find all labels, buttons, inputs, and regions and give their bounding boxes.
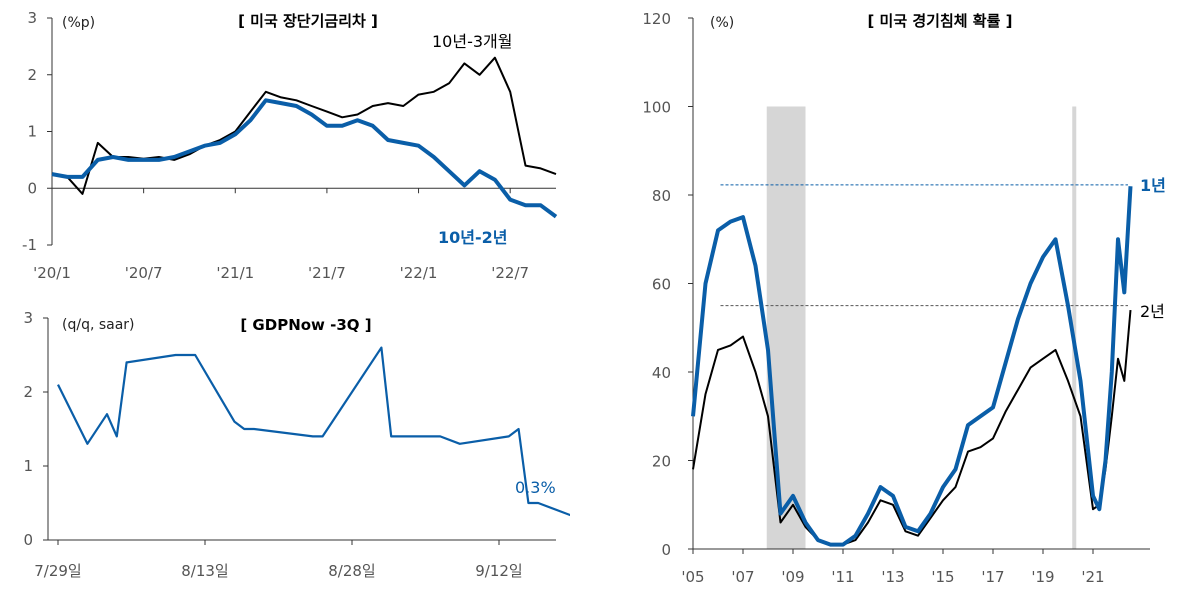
- x-tick-label: '09: [781, 568, 804, 586]
- x-tick-label: '21/7: [308, 264, 346, 282]
- y-tick-label: 40: [652, 364, 671, 382]
- x-tick-label: '21: [1081, 568, 1104, 586]
- x-tick-label: '17: [981, 568, 1004, 586]
- x-tick-label: '13: [881, 568, 904, 586]
- y-tick-label: 2: [27, 66, 37, 84]
- y-tick-label: 60: [652, 276, 671, 294]
- x-tick-label: '19: [1031, 568, 1054, 586]
- x-tick-label: '22/1: [400, 264, 438, 282]
- spread-chart: 3 2 1 0 -1 '20/1 '20/7 '21/1 '21/7 '22/1 '22/7 [ 미…: [22, 9, 558, 282]
- x-tick-label: '20/1: [33, 264, 71, 282]
- y-tick-label: 0: [23, 531, 33, 549]
- x-tick-label: 7/29일: [34, 562, 81, 580]
- recession-prob-chart-panel: 120 100 80 60 40 20 0 '05 '07 '09 '11 '13 '15 '17 '19 '…: [620, 0, 1192, 590]
- y-tick-label: 0: [27, 179, 37, 197]
- series-label-10y3m: 10년-3개월: [432, 32, 512, 51]
- series-label-1y: 1년: [1140, 176, 1166, 195]
- x-tick-label: 8/28일: [328, 562, 375, 580]
- x-tick-label: '11: [831, 568, 854, 586]
- y-tick-label: 0: [661, 541, 671, 559]
- recession-prob-chart: 120 100 80 60 40 20 0 '05 '07 '09 '11 '13 '15 '17 '19 '…: [642, 10, 1166, 586]
- chart-title: [ 미국 경기침체 확률 ]: [867, 12, 1012, 30]
- series-label-2y: 2년: [1140, 302, 1165, 321]
- series-line-0: [57, 346, 578, 519]
- y-tick-label: -1: [22, 236, 37, 254]
- gdpnow-chart-panel: 3 2 1 0 7/29일 8/13일 8/28일 9/12일 [ GDPNow -3Q ] …: [0, 300, 578, 590]
- y-tick-label: 1: [27, 123, 37, 141]
- y-tick-label: 2: [23, 383, 33, 401]
- y-tick-label: 80: [652, 187, 671, 205]
- series-line-1: [692, 310, 1132, 546]
- spread-chart-panel: 3 2 1 0 -1 '20/1 '20/7 '21/1 '21/7 '22/1 '22/7 [ 미…: [0, 0, 570, 292]
- x-tick-label: '20/7: [125, 264, 163, 282]
- unit-label: (q/q, saar): [62, 317, 135, 333]
- x-tick-label: '22/7: [491, 264, 529, 282]
- y-tick-label: 20: [652, 453, 671, 471]
- y-tick-label: 120: [642, 10, 671, 28]
- y-tick-label: 3: [23, 309, 33, 327]
- x-tick-label: 8/13일: [181, 562, 228, 580]
- chart-title: [ 미국 장단기금리차 ]: [238, 12, 378, 30]
- y-tick-label: 1: [23, 457, 33, 475]
- chart-title: [ GDPNow -3Q ]: [240, 316, 371, 334]
- last-value-annotation: 0.3%: [515, 478, 556, 497]
- series-label-10y2y: 10년-2년: [438, 228, 507, 247]
- series-line-1: [51, 98, 558, 219]
- series-line-0: [691, 186, 1133, 547]
- y-tick-label: 100: [642, 99, 671, 117]
- x-tick-label: '15: [931, 568, 954, 586]
- recession-shading: [766, 106, 806, 549]
- y-tick-label: 3: [27, 9, 37, 27]
- recession-shading: [1072, 106, 1077, 549]
- unit-label: (%): [710, 15, 734, 31]
- series-line-0: [51, 56, 557, 195]
- x-tick-label: '21/1: [216, 264, 254, 282]
- x-tick-label: '05: [681, 568, 704, 586]
- unit-label: (%p): [62, 15, 95, 31]
- x-tick-label: 9/12일: [475, 562, 522, 580]
- x-tick-label: '07: [731, 568, 754, 586]
